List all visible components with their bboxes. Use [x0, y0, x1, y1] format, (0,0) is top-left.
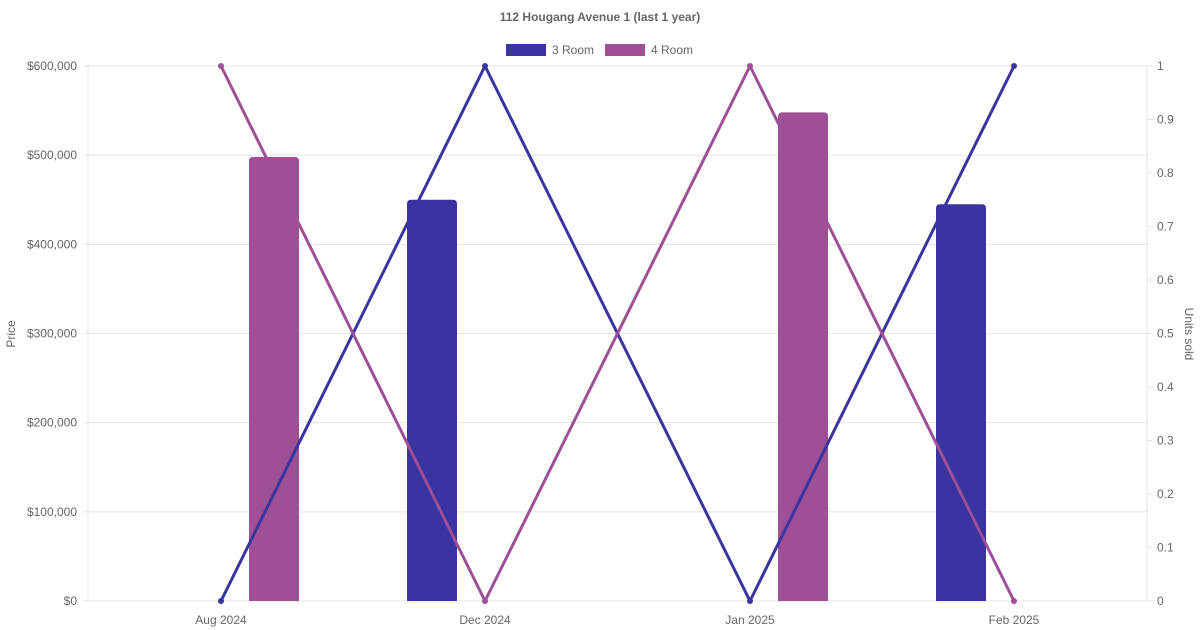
y-right-tick-label: 0.8: [1157, 166, 1174, 180]
legend-swatch: [605, 44, 645, 56]
y-left-tick-label: $300,000: [27, 327, 77, 341]
x-tick-label: Aug 2024: [195, 613, 247, 627]
line-point[interactable]: [218, 63, 224, 69]
y-left-tick-label: $400,000: [27, 237, 77, 251]
y-right-tick-label: 0.2: [1157, 487, 1174, 501]
line-point[interactable]: [747, 598, 753, 604]
x-axis: Aug 2024 Dec 2024 Jan 2025 Feb 2025: [195, 601, 1040, 627]
y-left-tick-label: $200,000: [27, 416, 77, 430]
legend[interactable]: 3 Room 4 Room: [506, 43, 693, 57]
y-left-tick-label: $0: [64, 594, 78, 608]
y-right-tick-label: 0.6: [1157, 273, 1174, 287]
y-right-tick-label: 0.7: [1157, 220, 1174, 234]
line-point[interactable]: [1011, 598, 1017, 604]
y-right-tick-label: 0.4: [1157, 380, 1174, 394]
bar-3-room[interactable]: [936, 204, 986, 602]
line-point[interactable]: [218, 598, 224, 604]
legend-item-3-room[interactable]: 3 Room: [506, 43, 594, 57]
legend-item-4-room[interactable]: 4 Room: [605, 43, 693, 57]
line-point[interactable]: [482, 63, 488, 69]
x-tick-label: Dec 2024: [459, 613, 511, 627]
legend-swatch: [506, 44, 546, 56]
y-left-tick-label: $500,000: [27, 148, 77, 162]
y-right-tick-label: 0.9: [1157, 113, 1174, 127]
y-right-tick-label: 0: [1157, 594, 1164, 608]
right-axis: 0 0.1 0.2 0.3 0.4 0.5 0.6 0.7 0.8 0.9 1: [1147, 59, 1174, 608]
y-axis-right-label: Units sold: [1182, 308, 1196, 361]
bar-series: [249, 112, 986, 602]
y-right-tick-label: 0.3: [1157, 434, 1174, 448]
y-axis-left-label: Price: [4, 320, 18, 348]
line-point[interactable]: [482, 598, 488, 604]
line-point[interactable]: [747, 63, 753, 69]
chart-title: 112 Hougang Avenue 1 (last 1 year): [500, 10, 701, 24]
legend-label: 3 Room: [552, 43, 594, 57]
legend-label: 4 Room: [651, 43, 693, 57]
y-left-tick-label: $600,000: [27, 59, 77, 73]
line-series: [218, 63, 1017, 604]
line-point[interactable]: [1011, 63, 1017, 69]
left-axis: $0 $100,000 $200,000 $300,000 $400,000 $500,0…: [27, 59, 88, 608]
bar-4-room[interactable]: [778, 112, 828, 601]
x-tick-label: Feb 2025: [989, 613, 1040, 627]
y-right-tick-label: 0.1: [1157, 541, 1174, 555]
line-4-room: [219, 64, 1016, 603]
bar-4-room[interactable]: [249, 156, 299, 601]
y-right-tick-label: 0.5: [1157, 327, 1174, 341]
x-tick-label: Jan 2025: [725, 613, 775, 627]
y-right-tick-label: 1: [1157, 59, 1164, 73]
y-left-tick-label: $100,000: [27, 505, 77, 519]
bar-3-room[interactable]: [407, 199, 457, 601]
